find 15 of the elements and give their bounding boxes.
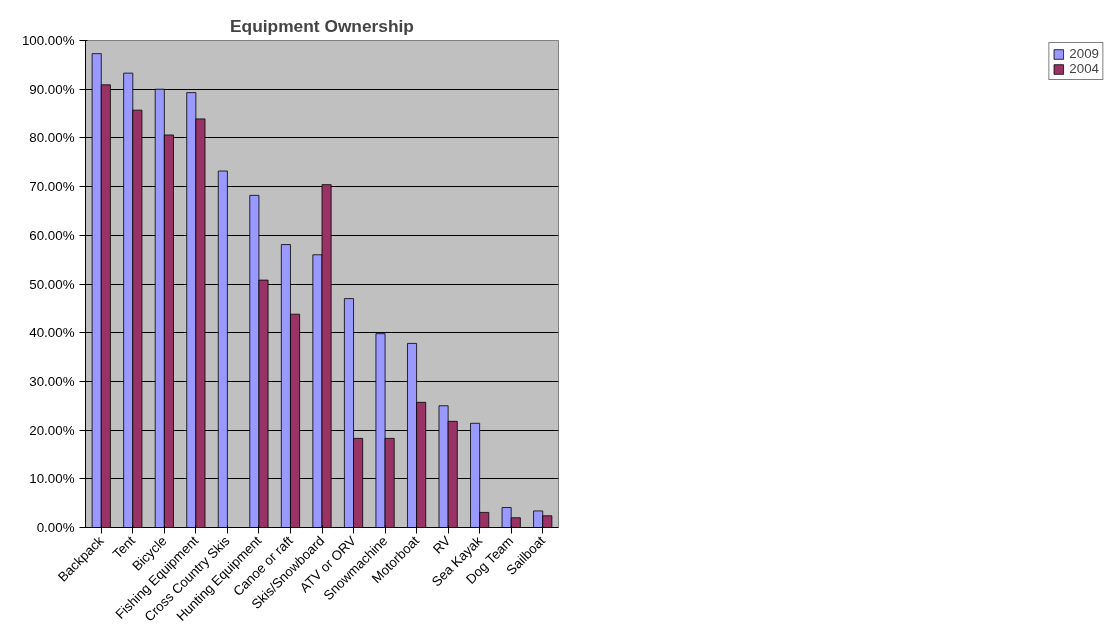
- y-tick-label: 60.00%: [29, 227, 75, 243]
- y-tick-label: 50.00%: [29, 276, 75, 292]
- y-tick-label: 30.00%: [29, 373, 75, 389]
- legend-label: 2004: [1069, 61, 1099, 76]
- y-tick-label: 70.00%: [29, 179, 75, 195]
- y-tick-label: 40.00%: [29, 325, 75, 341]
- y-tick-label: 90.00%: [29, 81, 75, 97]
- y-tick-label: 10.00%: [29, 471, 75, 487]
- chart-title: Equipment Ownership: [230, 15, 414, 36]
- legend-label: 2009: [1069, 46, 1099, 61]
- y-tick-label: 0.00%: [36, 520, 75, 535]
- y-tick-label: 100.00%: [21, 33, 75, 48]
- y-tick-label: 80.00%: [29, 130, 75, 146]
- y-tick-label: 20.00%: [29, 422, 75, 438]
- x-tick-label: RV: [429, 533, 454, 557]
